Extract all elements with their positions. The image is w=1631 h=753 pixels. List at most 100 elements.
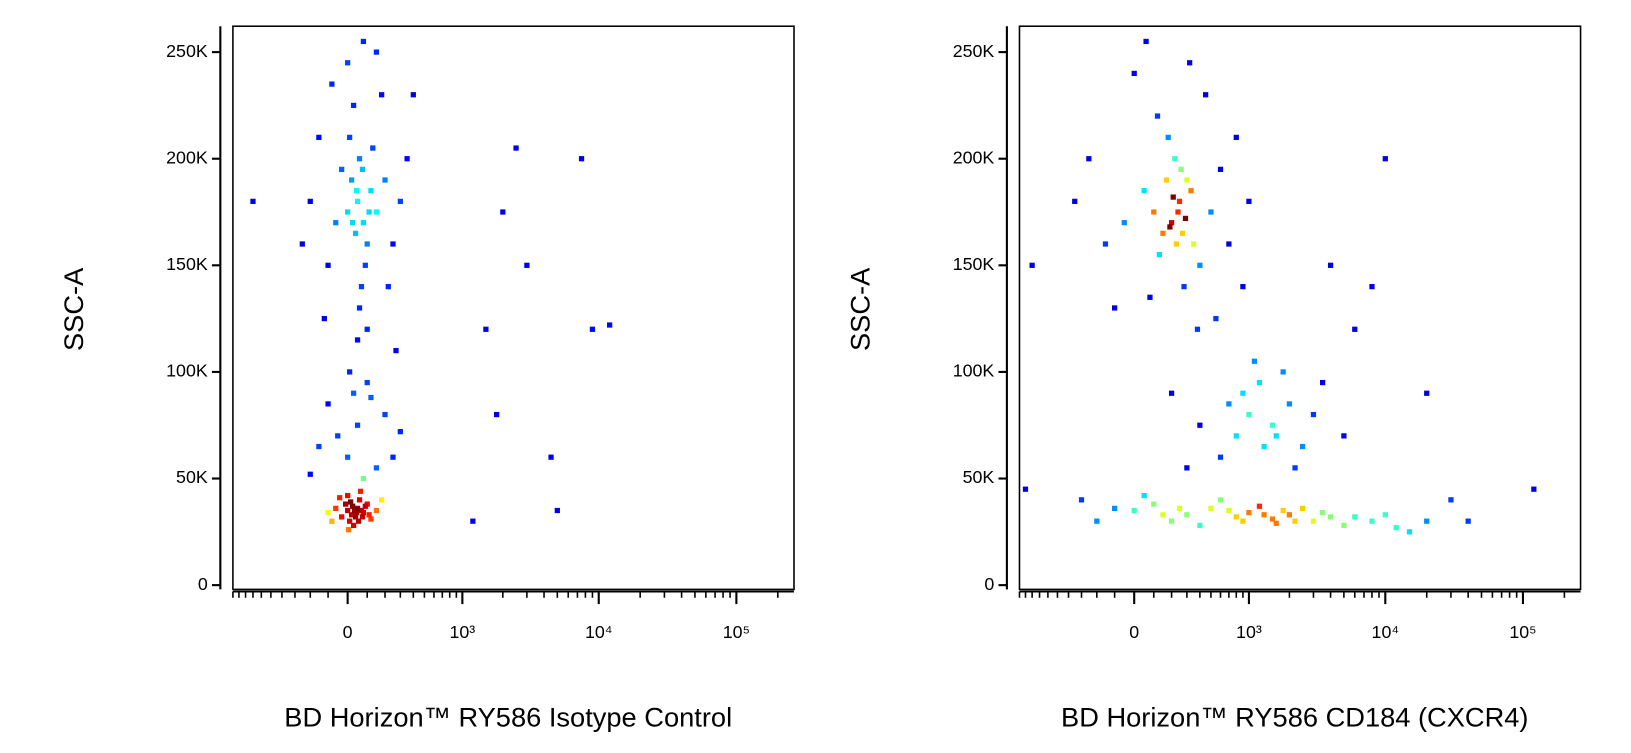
- event-point: [1168, 518, 1175, 524]
- event-point: [1102, 241, 1109, 247]
- event-point: [393, 347, 399, 354]
- event-point: [1369, 284, 1375, 290]
- y-tick-label: 200K: [166, 147, 208, 167]
- event-point: [1233, 134, 1239, 141]
- event-point: [1131, 70, 1137, 77]
- event-point: [353, 188, 360, 194]
- event-point: [1078, 497, 1085, 503]
- event-point: [1182, 215, 1189, 222]
- event-point: [1094, 518, 1100, 524]
- event-point: [352, 514, 359, 520]
- x-tick-label: 10³: [1236, 622, 1262, 642]
- event-point: [500, 209, 506, 215]
- event-point: [1273, 433, 1279, 439]
- plot-frame: [232, 25, 795, 591]
- x-tick-label: 0: [1129, 622, 1139, 642]
- y-tick-label: 50K: [176, 467, 208, 487]
- event-point: [1341, 433, 1347, 439]
- event-point: [1168, 390, 1175, 396]
- event-point: [1240, 390, 1246, 396]
- event-point: [347, 369, 353, 375]
- event-point: [1086, 156, 1092, 162]
- event-point: [368, 394, 374, 401]
- event-point: [379, 92, 385, 98]
- event-point: [1299, 505, 1306, 511]
- event-point: [345, 492, 351, 499]
- event-point: [1531, 486, 1537, 492]
- event-point: [360, 475, 367, 482]
- event-point: [1233, 514, 1239, 520]
- event-point: [493, 411, 500, 418]
- event-point: [1269, 422, 1276, 428]
- event-point: [1143, 38, 1149, 45]
- event-point: [329, 81, 335, 87]
- event-point: [358, 507, 365, 514]
- event-point: [379, 497, 385, 503]
- event-point: [1320, 510, 1326, 516]
- event-point: [1184, 512, 1190, 518]
- event-point: [1170, 194, 1176, 200]
- event-point: [250, 198, 256, 204]
- event-point: [1269, 516, 1276, 522]
- event-point: [1327, 262, 1334, 268]
- event-point: [1072, 198, 1078, 204]
- event-point: [356, 305, 363, 311]
- event-point: [404, 156, 410, 162]
- event-point: [370, 145, 376, 151]
- event-point: [337, 495, 343, 501]
- event-point: [1240, 284, 1246, 290]
- event-point: [366, 512, 372, 518]
- event-point: [368, 188, 374, 194]
- event-point: [410, 92, 416, 98]
- event-point: [1197, 522, 1203, 529]
- event-point: [1191, 241, 1197, 247]
- event-point: [1251, 358, 1258, 364]
- event-point: [1382, 156, 1388, 162]
- event-point: [345, 507, 351, 514]
- event-point: [1213, 315, 1219, 322]
- event-point: [1406, 529, 1413, 535]
- event-point: [364, 379, 370, 386]
- event-point: [1176, 505, 1183, 511]
- event-point: [360, 38, 367, 45]
- event-point: [355, 518, 362, 524]
- y-tick-label: 0: [984, 574, 994, 594]
- event-point: [368, 516, 374, 522]
- event-point: [373, 507, 380, 514]
- event-point: [1188, 188, 1194, 194]
- event-point: [307, 471, 313, 477]
- event-point: [1256, 503, 1263, 509]
- event-point: [1217, 497, 1224, 503]
- event-point: [359, 166, 366, 172]
- event-point: [335, 433, 341, 439]
- event-point: [364, 326, 370, 332]
- event-point: [321, 315, 327, 322]
- event-point: [1112, 505, 1118, 511]
- event-point: [325, 262, 331, 268]
- event-point: [1393, 524, 1399, 531]
- event-point: [1261, 443, 1267, 450]
- plot: 0 50K 100K 150K 200K 250K 0 10³ 10⁴ 10⁵ SSC-A BD Ho…: [844, 25, 1582, 733]
- event-point: [1299, 443, 1306, 450]
- event-point: [333, 220, 339, 226]
- event-point: [1424, 390, 1430, 396]
- event-point: [1141, 188, 1147, 194]
- event-point: [1168, 220, 1175, 226]
- event-point: [1184, 177, 1190, 183]
- event-point: [349, 503, 356, 509]
- event-point: [349, 512, 355, 518]
- event-point: [364, 241, 370, 247]
- event-point: [1352, 514, 1358, 520]
- event-point: [1184, 465, 1190, 471]
- event-point: [483, 326, 489, 332]
- event-point: [1217, 166, 1224, 172]
- event-point: [1286, 512, 1293, 518]
- event-point: [345, 60, 351, 66]
- event-point: [385, 284, 391, 290]
- event-point: [347, 134, 353, 141]
- event-point: [354, 422, 361, 428]
- event-point: [1029, 262, 1035, 268]
- event-point: [1175, 209, 1181, 215]
- y-axis-title: SSC-A: [844, 267, 875, 351]
- x-tick-label: 10⁵: [723, 622, 750, 642]
